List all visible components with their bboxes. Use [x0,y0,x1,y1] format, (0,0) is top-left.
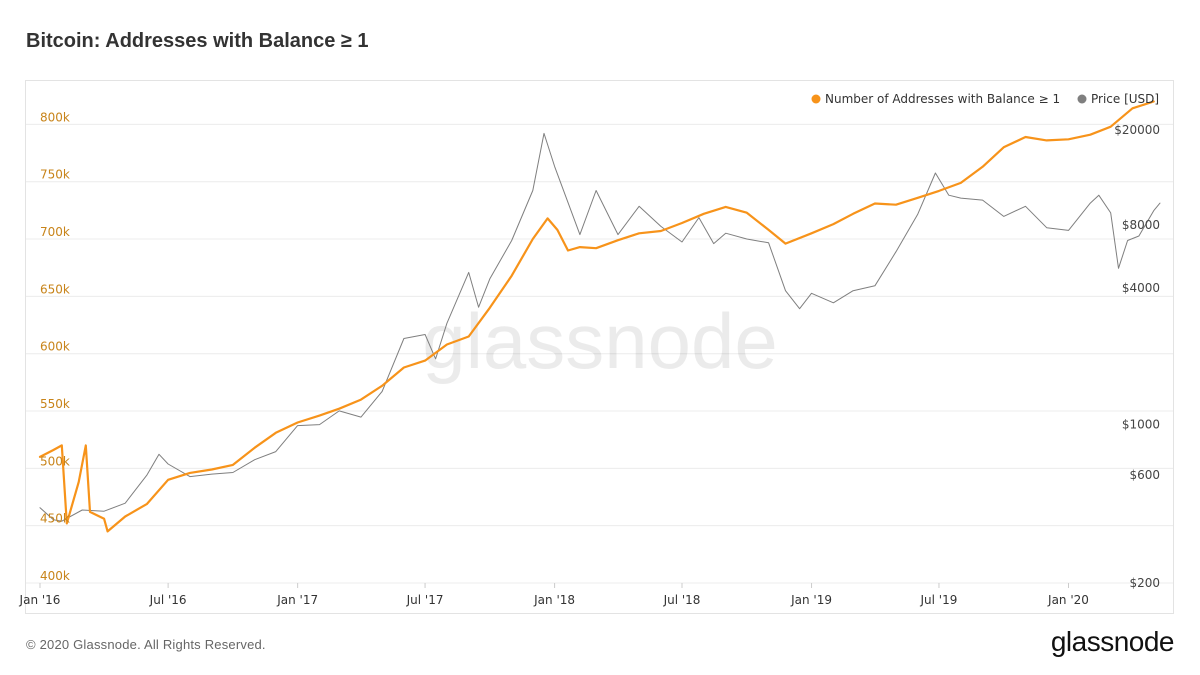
left-axis-tick-label: 450k [40,512,70,526]
left-axis-tick-label: 800k [40,110,70,124]
x-axis-tick-label: Jan '16 [19,593,61,607]
right-axis-tick-label: $1000 [1122,418,1160,432]
legend: Number of Addresses with Balance ≥ 1 Pri… [811,92,1159,106]
x-axis-tick-label: Jan '19 [790,593,832,607]
left-axis-tick-label: 750k [40,168,70,182]
left-axis-tick-label: 550k [40,397,70,411]
x-axis-tick-label: Jul '17 [406,593,444,607]
left-axis: 400k 450k 500k 550k 600k 650k 700k 750k 800k [40,110,70,583]
x-axis-tick-label: Jan '18 [533,593,575,607]
left-axis-tick-label: 700k [40,225,70,239]
legend-swatch-price [1077,94,1087,104]
x-axis-tick-label: Jan '20 [1047,593,1089,607]
left-axis-tick-label: 650k [40,282,70,296]
left-axis-tick-label: 500k [40,454,70,468]
chart-panel [25,80,1174,614]
legend-item-price[interactable]: Price [USD] [1091,92,1159,106]
copyright-text: © 2020 Glassnode. All Rights Reserved. [26,637,266,652]
page-title: Bitcoin: Addresses with Balance ≥ 1 [26,30,369,52]
addresses-series-line [38,100,1155,533]
x-axis-tick-label: Jan '17 [276,593,318,607]
right-axis-tick-label: $4000 [1122,281,1160,295]
right-axis: $200 $600 $1000 $4000 $8000 $20000 [1114,123,1160,590]
legend-item-addresses[interactable]: Number of Addresses with Balance ≥ 1 [825,92,1060,106]
left-axis-tick-label: 600k [40,340,70,354]
x-axis-tick-label: Jul '18 [663,593,701,607]
legend-swatch-addresses [811,94,821,104]
price-series-line [39,132,1161,522]
left-axis-tick-label: 400k [40,569,70,583]
glassnode-logo[interactable]: glassnode [1050,626,1175,657]
series-layer [38,100,1161,533]
right-axis-tick-label: $20000 [1114,123,1160,137]
watermark: glassnode [422,297,778,385]
x-axis: Jan '16 Jul '16 Jan '17 Jul '17 Jan '18 Jul '… [19,583,1089,607]
x-axis-tick-label: Jul '19 [920,593,958,607]
right-axis-tick-label: $600 [1129,468,1160,482]
right-axis-tick-label: $8000 [1122,218,1160,232]
right-axis-tick-label: $200 [1129,576,1160,590]
x-axis-tick-label: Jul '16 [149,593,187,607]
